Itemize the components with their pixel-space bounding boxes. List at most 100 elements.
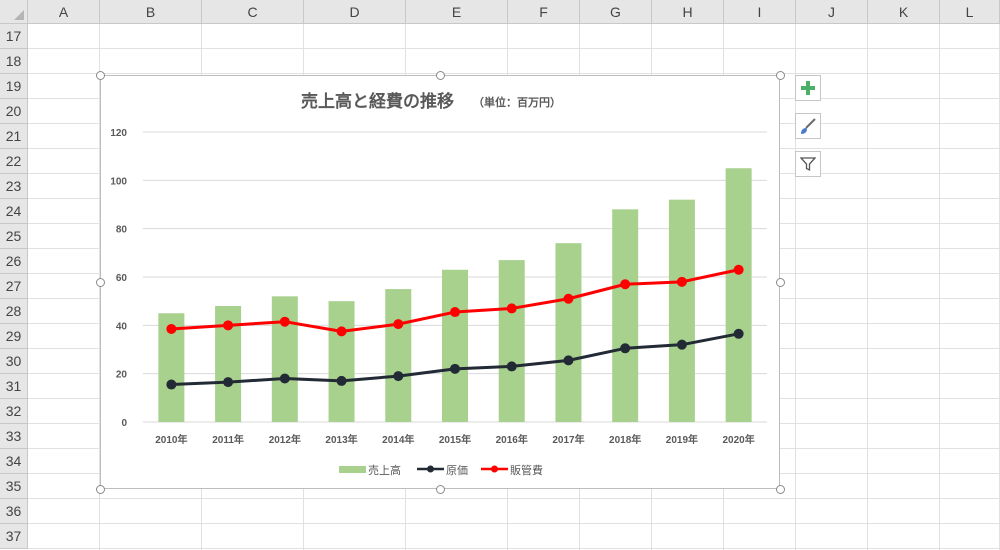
chart-svg: 0 20 40 60 80 100 120 2010年 2011年 2012年 2013年 2014年…	[110, 91, 767, 477]
line-sga-point[interactable]	[336, 326, 347, 337]
line-cost-point[interactable]	[223, 377, 234, 388]
line-sga-point[interactable]	[166, 323, 177, 334]
column-header-C[interactable]: C	[202, 0, 304, 24]
resize-handle-right[interactable]	[776, 278, 785, 287]
gridline-vertical	[939, 24, 940, 550]
legend-label-sga: 販管費	[510, 463, 543, 477]
column-header-L[interactable]: L	[940, 0, 1000, 24]
resize-handle-top-right[interactable]	[776, 71, 785, 80]
y-tick-label: 120	[110, 128, 127, 139]
line-cost-point[interactable]	[450, 363, 460, 374]
bar-sales[interactable]	[612, 209, 639, 422]
column-header-K[interactable]: K	[868, 0, 940, 24]
bar-sales[interactable]	[385, 289, 412, 422]
line-sga-point[interactable]	[733, 264, 744, 275]
resize-handle-left[interactable]	[96, 278, 105, 287]
row-header-23[interactable]: 23	[0, 174, 28, 199]
row-header-33[interactable]: 33	[0, 424, 28, 449]
row-header-35[interactable]: 35	[0, 474, 28, 499]
chart-area[interactable]: 0 20 40 60 80 100 120 2010年 2011年 2012年 2013年 2014年…	[100, 75, 780, 489]
row-header-21[interactable]: 21	[0, 124, 28, 149]
row-header-25[interactable]: 25	[0, 224, 28, 249]
resize-handle-bottom-right[interactable]	[776, 485, 785, 494]
line-cost-point[interactable]	[393, 371, 404, 382]
row-header-34[interactable]: 34	[0, 449, 28, 474]
resize-handle-bottom[interactable]	[436, 485, 445, 494]
column-header-G[interactable]: G	[580, 0, 652, 24]
line-sga-point[interactable]	[450, 307, 460, 318]
row-header-24[interactable]: 24	[0, 199, 28, 224]
x-tick-label: 2015年	[439, 433, 471, 446]
x-tick-label: 2013年	[325, 433, 357, 446]
gridline-vertical	[99, 24, 100, 550]
plus-icon	[801, 81, 815, 95]
column-header-F[interactable]: F	[508, 0, 580, 24]
line-cost-point[interactable]	[620, 343, 631, 354]
gridline-vertical	[867, 24, 868, 550]
column-header-D[interactable]: D	[304, 0, 406, 24]
bar-sales[interactable]	[668, 199, 695, 422]
line-sga-point[interactable]	[563, 293, 574, 304]
row-header-32[interactable]: 32	[0, 399, 28, 424]
legend-label-cost: 原価	[446, 464, 468, 477]
row-header-36[interactable]: 36	[0, 499, 28, 524]
bar-sales[interactable]	[555, 243, 582, 422]
line-sga-point[interactable]	[223, 320, 234, 331]
line-sga-point[interactable]	[393, 319, 404, 330]
resize-handle-top-left[interactable]	[96, 71, 105, 80]
row-header-30[interactable]: 30	[0, 349, 28, 374]
column-header-H[interactable]: H	[652, 0, 724, 24]
x-tick-label: 2012年	[269, 433, 301, 446]
line-sga-point[interactable]	[279, 316, 290, 327]
row-header-29[interactable]: 29	[0, 324, 28, 349]
column-header-A[interactable]: A	[28, 0, 100, 24]
row-header-18[interactable]: 18	[0, 49, 28, 74]
line-cost-point[interactable]	[676, 339, 687, 350]
bar-sales[interactable]	[442, 269, 468, 422]
x-tick-label: 2018年	[609, 433, 641, 446]
row-header-31[interactable]: 31	[0, 374, 28, 399]
chart-title[interactable]: 売上高と経費の推移	[301, 91, 454, 111]
line-cost-point[interactable]	[336, 375, 347, 386]
y-tick-label: 20	[116, 370, 128, 381]
line-cost-point[interactable]	[506, 361, 517, 372]
row-header-19[interactable]: 19	[0, 74, 28, 99]
row-header-22[interactable]: 22	[0, 149, 28, 174]
column-header-B[interactable]: B	[100, 0, 202, 24]
line-cost-point[interactable]	[279, 373, 290, 384]
bar-sales[interactable]	[271, 296, 298, 422]
bar-sales[interactable]	[328, 301, 355, 422]
legend-marker-sga	[491, 465, 498, 473]
x-tick-label: 2017年	[552, 433, 584, 446]
row-header-37[interactable]: 37	[0, 524, 28, 549]
filter-icon	[800, 157, 816, 172]
bar-sales[interactable]	[498, 260, 525, 422]
resize-handle-top[interactable]	[436, 71, 445, 80]
line-sga-point[interactable]	[620, 279, 631, 290]
row-header-20[interactable]: 20	[0, 99, 28, 124]
row-header-27[interactable]: 27	[0, 274, 28, 299]
y-tick-label: 60	[116, 273, 128, 284]
x-tick-label: 2014年	[382, 433, 414, 446]
y-tick-label: 100	[110, 176, 127, 187]
x-tick-label: 2020年	[723, 433, 755, 446]
chart-filters-button[interactable]	[795, 151, 821, 177]
column-header-J[interactable]: J	[796, 0, 868, 24]
line-cost-point[interactable]	[733, 328, 744, 339]
line-sga-point[interactable]	[506, 303, 517, 314]
resize-handle-bottom-left[interactable]	[96, 485, 105, 494]
row-header-26[interactable]: 26	[0, 249, 28, 274]
line-cost-point[interactable]	[166, 379, 177, 390]
row-header-17[interactable]: 17	[0, 24, 28, 49]
gridline-vertical	[795, 24, 796, 550]
bar-sales[interactable]	[725, 168, 752, 422]
select-all-corner[interactable]	[0, 0, 28, 24]
chart-styles-button[interactable]	[795, 113, 821, 139]
column-header-I[interactable]: I	[724, 0, 796, 24]
row-header-28[interactable]: 28	[0, 299, 28, 324]
chart-elements-button[interactable]	[795, 75, 821, 101]
line-sga-point[interactable]	[676, 276, 687, 287]
chart-legend[interactable]: 売上高 原価 販管費	[339, 463, 543, 477]
line-cost-point[interactable]	[563, 355, 574, 366]
column-header-E[interactable]: E	[406, 0, 508, 24]
